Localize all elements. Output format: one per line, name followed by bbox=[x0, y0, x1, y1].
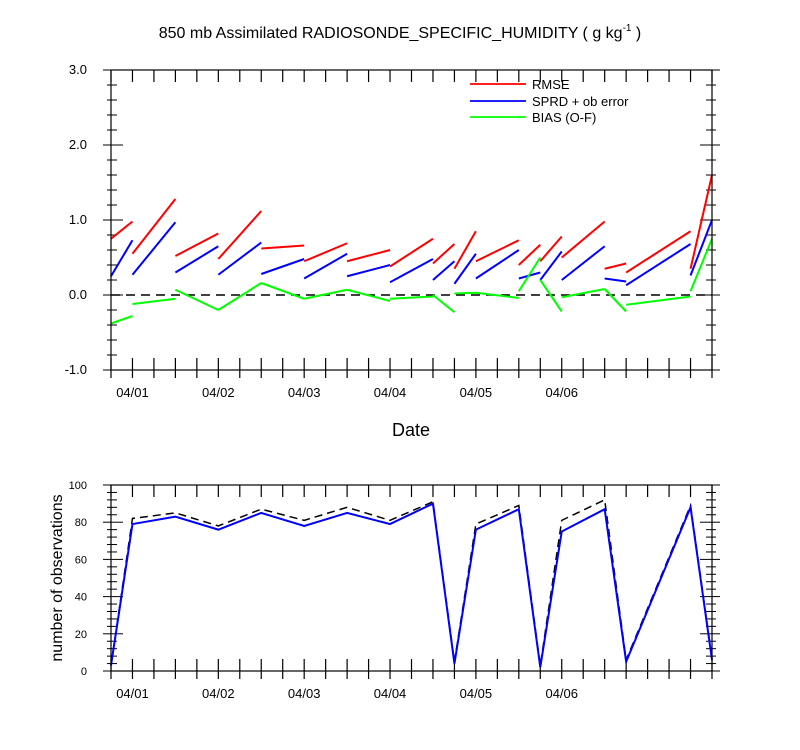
x-tick-label: 04/02 bbox=[202, 385, 235, 400]
series-line-bias-o-f bbox=[475, 291, 519, 299]
x-tick-label: 04/04 bbox=[374, 385, 407, 400]
series-line-rmse bbox=[174, 232, 219, 257]
legend-label-rmse: RMSE bbox=[532, 77, 570, 92]
series-line-rmse bbox=[217, 210, 262, 260]
series-line-bias-o-f bbox=[389, 295, 434, 300]
series-line-bias-o-f bbox=[432, 294, 456, 314]
chart-title: 850 mb Assimilated RADIOSONDE_SPECIFIC_H… bbox=[159, 23, 642, 42]
bottom-plot-frame bbox=[110, 484, 713, 672]
y-tick-label: 0.0 bbox=[69, 287, 87, 302]
series-line-sprd-ob-error bbox=[346, 264, 391, 278]
legend: RMSE SPRD + ob error BIAS (O-F) bbox=[470, 77, 629, 125]
series-line-sprd-ob-error bbox=[432, 260, 456, 281]
legend-label-bias: BIAS (O-F) bbox=[532, 110, 596, 125]
series-line-rmse bbox=[625, 230, 692, 274]
x-tick-label: 04/05 bbox=[460, 686, 493, 701]
series-line-rmse bbox=[475, 239, 520, 263]
series-line-rmse bbox=[432, 243, 456, 265]
bottom-plot: 04/01 04/02 04/03 04/04 04/05 04/06 0 20 40 60 80 1… bbox=[69, 480, 720, 701]
series-line-bias-o-f bbox=[346, 288, 391, 302]
series-line-bias-o-f bbox=[260, 282, 305, 300]
y-tick-label: 60 bbox=[75, 554, 87, 566]
chart-title-main: 850 mb Assimilated RADIOSONDE_SPECIFIC_H… bbox=[159, 25, 623, 42]
x-tick-label: 04/03 bbox=[288, 686, 321, 701]
series-line-sprd-ob-error bbox=[453, 253, 477, 285]
series-line-bias-o-f bbox=[217, 282, 262, 311]
series-line-bias-o-f bbox=[110, 315, 133, 325]
series-line-sprd-ob-error bbox=[303, 252, 348, 280]
series-line-bias-o-f bbox=[539, 279, 563, 313]
series-line-bias-o-f bbox=[174, 288, 219, 311]
series-line-rmse bbox=[346, 249, 391, 263]
series-line-sprd-ob-error bbox=[539, 250, 563, 281]
top-plot: 04/01 04/02 04/03 04/04 04/05 04/06 -1.0 0.0 1.0… bbox=[65, 62, 720, 400]
top-x-axis-label: Date bbox=[392, 420, 430, 440]
series-line-sprd-ob-error bbox=[260, 258, 305, 275]
x-tick-label: 04/01 bbox=[116, 686, 149, 701]
series-line-sprd-ob-error bbox=[131, 221, 177, 276]
x-tick-label: 04/03 bbox=[288, 385, 321, 400]
series-line-rmse bbox=[561, 220, 606, 259]
series-line-bias-o-f bbox=[603, 288, 627, 313]
series-line-used bbox=[110, 502, 713, 668]
series-line-sprd-ob-error bbox=[389, 258, 434, 284]
series-line-rmse bbox=[303, 242, 348, 263]
series-line-rmse bbox=[518, 244, 541, 266]
x-tick-label: 04/05 bbox=[460, 385, 493, 400]
y-tick-label: 40 bbox=[75, 592, 87, 604]
y-tick-label: 80 bbox=[75, 517, 87, 529]
y-tick-label: 1.0 bbox=[69, 212, 87, 227]
series-line-sprd-ob-error bbox=[174, 245, 219, 274]
x-tick-label: 04/06 bbox=[545, 385, 578, 400]
series-line-rmse bbox=[261, 244, 305, 250]
legend-label-sprd: SPRD + ob error bbox=[532, 94, 629, 109]
x-tick-label: 04/04 bbox=[374, 686, 407, 701]
series-line-sprd-ob-error bbox=[217, 241, 262, 276]
top-plot-frame bbox=[110, 69, 713, 371]
chart-title-superscript: -1 bbox=[623, 23, 632, 34]
series-line-rmse bbox=[453, 230, 477, 270]
y-tick-label: 20 bbox=[75, 629, 87, 641]
series-line-bias-o-f bbox=[454, 291, 476, 295]
series-line-sprd-ob-error bbox=[110, 239, 134, 277]
y-tick-label: 3.0 bbox=[69, 62, 87, 77]
series-line-rmse bbox=[110, 220, 134, 240]
bottom-y-axis-label: number of observations bbox=[49, 494, 66, 661]
series-line-rmse bbox=[539, 235, 563, 262]
y-tick-label: 100 bbox=[69, 480, 87, 492]
series-line-bias-o-f bbox=[517, 256, 542, 292]
series-line-bias-o-f bbox=[626, 295, 691, 306]
series-line-rmse bbox=[131, 198, 177, 255]
x-tick-label: 04/02 bbox=[202, 686, 235, 701]
series-line-rmse bbox=[389, 237, 434, 268]
series-line-rmse bbox=[689, 174, 713, 269]
y-tick-label: 2.0 bbox=[69, 137, 87, 152]
series-line-sprd-ob-error bbox=[475, 249, 520, 280]
series-line-sprd-ob-error bbox=[689, 219, 713, 276]
series-line-sprd-ob-error bbox=[625, 243, 692, 287]
series-line-bias-o-f bbox=[303, 288, 348, 300]
y-tick-label: -1.0 bbox=[65, 362, 87, 377]
x-tick-label: 04/06 bbox=[545, 686, 578, 701]
x-tick-label: 04/01 bbox=[116, 385, 149, 400]
series-line-sprd-ob-error bbox=[604, 277, 627, 283]
series-line-sprd-ob-error bbox=[561, 245, 606, 281]
series-line-bias-o-f bbox=[132, 297, 176, 305]
chart-title-end: ) bbox=[631, 25, 641, 42]
series-line-bias-o-f bbox=[561, 288, 605, 299]
y-tick-label: 0 bbox=[81, 666, 87, 678]
series-line-rmse bbox=[604, 262, 627, 270]
series-line-bias-o-f bbox=[689, 238, 713, 292]
